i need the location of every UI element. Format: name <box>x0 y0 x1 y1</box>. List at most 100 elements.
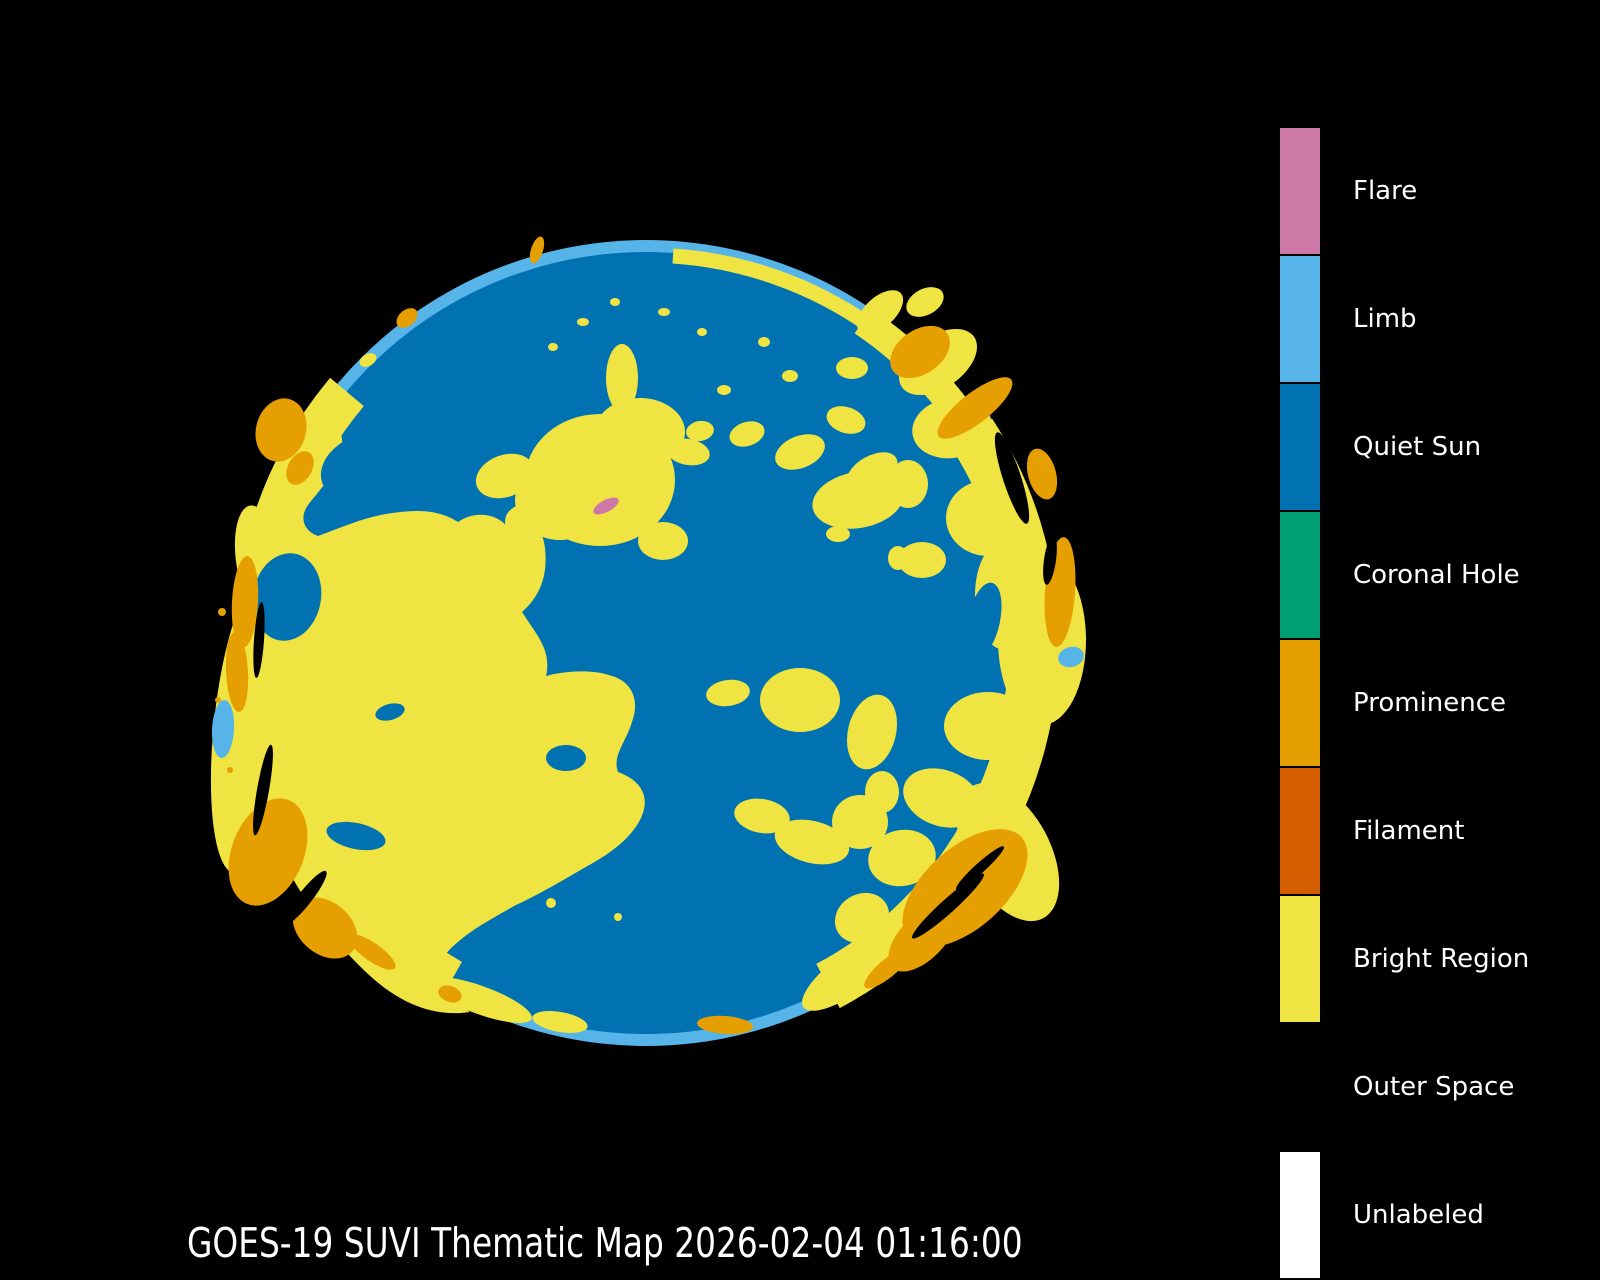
bright-region-island <box>836 357 868 379</box>
prominence-blob <box>218 608 226 616</box>
bright-region-blob <box>906 287 944 317</box>
prominence-blob <box>1026 448 1058 500</box>
bright-region-island <box>359 353 377 367</box>
prominence-blob <box>227 767 233 773</box>
legend-swatch-coronal-hole <box>1280 512 1320 638</box>
legend-label-prominence: Prominence <box>1353 688 1507 718</box>
bright-region-blob <box>868 829 936 887</box>
legend-item-outer-space: Outer Space <box>1280 1024 1590 1150</box>
quiet-sun-lake <box>252 553 322 641</box>
bright-region-bulge <box>532 1011 588 1033</box>
outer-space-gap <box>253 744 273 836</box>
bright-region-bulge <box>802 933 902 1011</box>
bright-region-island <box>826 406 866 434</box>
bright-region-island <box>577 318 589 326</box>
legend-label-unlabeled: Unlabeled <box>1353 1200 1484 1230</box>
legend-swatch-prominence <box>1280 640 1320 766</box>
prominence-blob <box>286 451 314 485</box>
bright-region-blob <box>475 453 535 499</box>
bright-region-island <box>548 343 558 351</box>
prominence-blob <box>228 798 308 906</box>
bright-region-island <box>846 694 898 770</box>
legend-swatch-flare <box>1280 128 1320 254</box>
bright-region-island <box>865 771 899 813</box>
legend-swatch-filament <box>1280 768 1320 894</box>
prominence-blob <box>697 1015 753 1035</box>
legend-item-flare: Flare <box>1280 128 1590 254</box>
legend-item-bright-region: Bright Region <box>1280 896 1590 1022</box>
bright-region-island <box>706 679 750 707</box>
legend-label-bright-region: Bright Region <box>1353 944 1530 974</box>
quiet-sun-lake <box>320 430 424 506</box>
prominence-blob <box>890 325 950 379</box>
prominence-blob <box>348 934 396 970</box>
legend-swatch-bright-region <box>1280 896 1320 1022</box>
prominence-blob <box>529 236 545 264</box>
bright-region-blob <box>903 768 981 828</box>
prominence-regions <box>215 236 1076 1035</box>
bright-region-island <box>826 526 850 542</box>
legend-item-prominence: Prominence <box>1280 640 1590 766</box>
prominence-blob <box>215 697 221 703</box>
bright-region-island <box>775 434 825 470</box>
legend-label-quiet-sun: Quiet Sun <box>1353 432 1482 462</box>
bright-region-west-mass <box>239 408 645 1014</box>
bright-region-blob <box>856 290 904 334</box>
legend-swatch-unlabeled <box>1280 1152 1320 1278</box>
legend-label-outer-space: Outer Space <box>1353 1072 1515 1102</box>
quiet-sun-lake <box>546 745 586 771</box>
prominence-blob <box>864 947 912 989</box>
bright-region-island <box>898 542 946 578</box>
figure-title: GOES-19 SUVI Thematic Map 2026-02-04 01:… <box>187 1219 1232 1267</box>
prominence-blob <box>937 377 1013 439</box>
quiet-sun-lake <box>966 582 1002 658</box>
bright-region-island <box>546 898 556 908</box>
limb-patch-east <box>1058 646 1084 668</box>
bright-region-island <box>758 337 770 347</box>
bright-region-north-central <box>475 344 710 560</box>
outer-space-gaps <box>253 432 1057 939</box>
quiet-sun-lake <box>375 703 405 721</box>
prominence-blob <box>231 556 259 648</box>
bright-region-island <box>614 913 622 921</box>
legend-item-unlabeled: Unlabeled <box>1280 1152 1590 1278</box>
bright-region-island <box>734 798 790 834</box>
bright-region-island <box>717 385 731 395</box>
legend-swatch-limb <box>1280 256 1320 382</box>
legend-label-filament: Filament <box>1353 816 1465 846</box>
outer-space-gap <box>283 870 327 926</box>
outer-space-gap <box>994 432 1030 524</box>
bright-region-island <box>782 370 798 382</box>
bright-region-rim-top <box>672 248 874 332</box>
legend-label-coronal-hole: Coronal Hole <box>1353 560 1520 590</box>
outer-space-gap <box>1043 535 1057 585</box>
bright-region-island <box>812 471 904 529</box>
bright-region-island <box>658 308 670 316</box>
prominence-blob <box>255 398 307 462</box>
legend-label-limb: Limb <box>1353 304 1417 334</box>
bright-region-blob <box>638 522 688 560</box>
bright-region-blob <box>944 692 1032 760</box>
bright-region-island <box>729 421 765 447</box>
bright-region-blob <box>946 480 1030 556</box>
bright-region-island <box>774 819 850 865</box>
bright-region-island <box>632 795 642 805</box>
bright-region-blob <box>666 438 710 466</box>
legend-swatch-quiet-sun <box>1280 384 1320 510</box>
bright-region-islands <box>359 298 946 992</box>
bright-region-island <box>888 546 908 570</box>
legend-label-flare: Flare <box>1353 176 1418 206</box>
legend-item-filament: Filament <box>1280 768 1590 894</box>
limb-patch-west <box>211 700 235 758</box>
bright-region-blob <box>606 344 638 412</box>
bright-region-blob <box>595 398 685 466</box>
figure-title-text: GOES-19 SUVI Thematic Map 2026-02-04 01:… <box>187 1219 1023 1267</box>
bright-region-island <box>697 328 707 336</box>
quiet-sun-lakes <box>252 430 1002 851</box>
bright-region-island <box>686 420 714 442</box>
bright-region-blob <box>834 892 890 944</box>
prominence-blob <box>225 632 249 712</box>
bright-region-island <box>760 668 840 732</box>
